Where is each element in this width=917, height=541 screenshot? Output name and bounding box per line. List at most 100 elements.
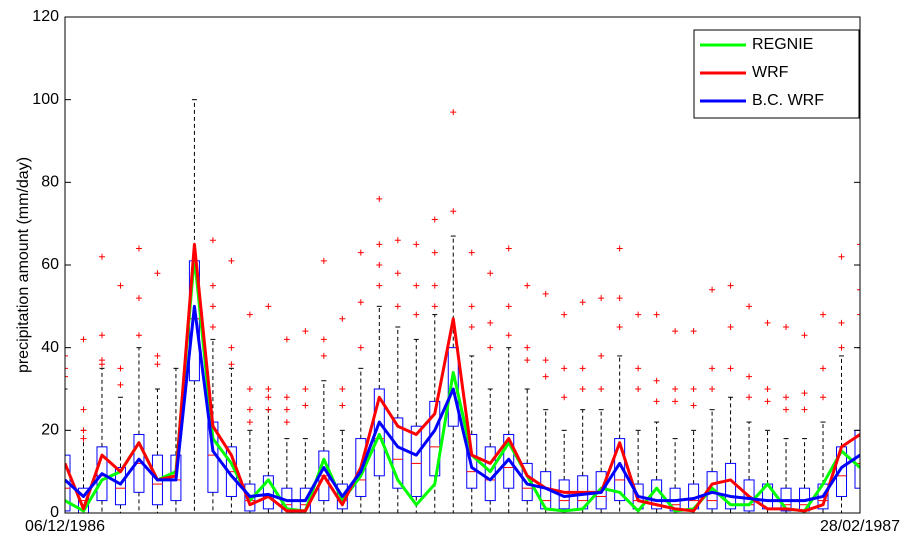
outlier (579, 299, 586, 306)
box (392, 417, 404, 489)
box (743, 479, 755, 512)
y-tick-label: 80 (41, 174, 59, 191)
outlier (394, 270, 401, 277)
outlier (302, 402, 309, 409)
outlier (339, 315, 346, 322)
outlier (431, 249, 438, 256)
outlier (431, 303, 438, 310)
outlier (65, 365, 68, 372)
outlier (265, 303, 272, 310)
outlier (80, 435, 87, 442)
outlier (117, 365, 124, 372)
outlier (228, 257, 235, 264)
outlier (376, 195, 383, 202)
plot-area (65, 99, 860, 513)
outlier (801, 406, 808, 413)
outlier (246, 406, 253, 413)
outlier (98, 361, 105, 368)
outlier (283, 406, 290, 413)
outlier (357, 299, 364, 306)
outlier (302, 328, 309, 335)
outlier (801, 332, 808, 339)
outlier (635, 311, 642, 318)
outlier (98, 332, 105, 339)
outlier (561, 394, 568, 401)
outlier (783, 406, 790, 413)
outlier (672, 398, 679, 405)
outlier (820, 311, 827, 318)
outlier (727, 324, 734, 330)
plot-frame (64, 16, 861, 514)
outlier (764, 319, 771, 326)
outlier (505, 303, 512, 310)
outlier (450, 208, 457, 215)
outlier (505, 332, 512, 339)
outlier (542, 357, 549, 364)
outlier (635, 386, 642, 392)
legend-label: WRF (752, 64, 789, 81)
outlier (727, 282, 734, 289)
outlier (80, 406, 87, 413)
outlier (838, 344, 845, 351)
outlier (431, 282, 438, 289)
outlier (265, 406, 272, 413)
outlier (690, 386, 697, 392)
outlier (746, 303, 753, 310)
outlier (820, 365, 827, 372)
outlier (838, 253, 845, 260)
outlier (783, 394, 790, 401)
box (244, 483, 256, 512)
outlier (857, 241, 860, 248)
outlier (413, 311, 420, 318)
outlier (228, 361, 235, 368)
outlier (413, 241, 420, 248)
outlier (376, 241, 383, 248)
outlier (838, 319, 845, 326)
outlier (65, 373, 68, 380)
outlier (690, 402, 697, 409)
outlier (598, 295, 605, 302)
box (503, 433, 515, 489)
outlier (524, 357, 531, 364)
outlier (579, 386, 586, 392)
outlier (209, 237, 216, 244)
outlier (635, 365, 642, 372)
outlier (653, 377, 660, 384)
outlier (561, 311, 568, 318)
outlier (135, 332, 142, 339)
box (262, 475, 274, 510)
outlier (561, 365, 568, 372)
outlier (616, 295, 623, 302)
outlier (690, 328, 697, 335)
outlier (209, 324, 216, 330)
outlier (80, 427, 87, 434)
outlier (450, 109, 457, 116)
outlier (579, 365, 586, 372)
outlier (616, 324, 623, 330)
box (410, 425, 422, 497)
outlier (65, 352, 68, 359)
outlier (283, 419, 290, 426)
outlier (376, 262, 383, 268)
outlier (154, 361, 161, 368)
series-line (65, 242, 860, 513)
outlier (505, 245, 512, 252)
outlier (283, 336, 290, 343)
outlier (524, 344, 531, 351)
outlier (209, 282, 216, 289)
outlier (98, 253, 105, 260)
outlier (117, 381, 124, 388)
outlier (857, 286, 860, 293)
outlier (653, 398, 660, 405)
y-tick-label: 40 (41, 339, 59, 356)
outlier (135, 245, 142, 252)
outlier (320, 336, 327, 343)
y-tick-label: 100 (32, 91, 59, 108)
outlier (265, 386, 272, 392)
outlier (376, 282, 383, 289)
outlier (653, 311, 660, 318)
y-tick-label: 120 (32, 8, 59, 25)
y-axis-label: precipitation amount (mm/day) (15, 157, 32, 373)
outlier (339, 386, 346, 392)
